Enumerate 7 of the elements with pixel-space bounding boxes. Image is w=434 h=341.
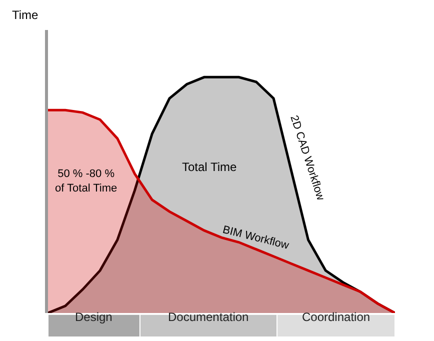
y-axis-title: Time [12,8,39,22]
annotation: Coordination [302,310,370,324]
text: BIM Workflow [221,224,290,252]
annotation: Total Time [182,160,238,174]
annotation: Design [75,310,112,324]
annotation: 50 % -80 % of Total Time [55,168,118,194]
annotation: Documentation [168,310,249,324]
